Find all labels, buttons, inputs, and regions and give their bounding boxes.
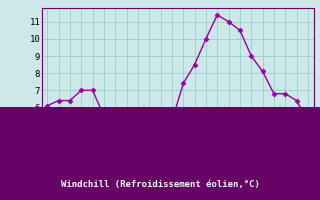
Text: Windchill (Refroidissement éolien,°C): Windchill (Refroidissement éolien,°C) — [60, 180, 260, 190]
